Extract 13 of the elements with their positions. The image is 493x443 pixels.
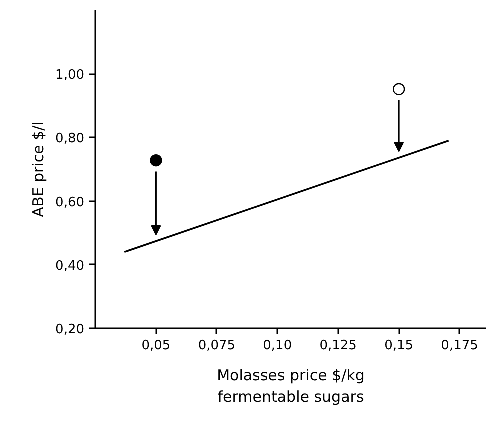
- y-tick-label: 0,20: [56, 322, 85, 338]
- x-tick-label: 0,15: [384, 338, 414, 354]
- y-tick-label: 1,00: [56, 68, 85, 84]
- x-tick-label: 0,05: [142, 338, 171, 354]
- y-axis-title: ABE price $/l: [30, 122, 48, 218]
- x-tick-label: 0,10: [263, 338, 292, 354]
- x-axis-title: Molasses price $/kg fermentable sugars: [217, 366, 365, 406]
- y-tick-label: 0,60: [56, 195, 85, 210]
- y-tick-label: 0,40: [56, 258, 85, 274]
- x-tick-label: 0,175: [441, 338, 478, 354]
- y-tick-label: 0,80: [56, 132, 85, 147]
- x-tick-label: 0,125: [320, 338, 357, 354]
- x-tick-label: 0,075: [198, 338, 236, 354]
